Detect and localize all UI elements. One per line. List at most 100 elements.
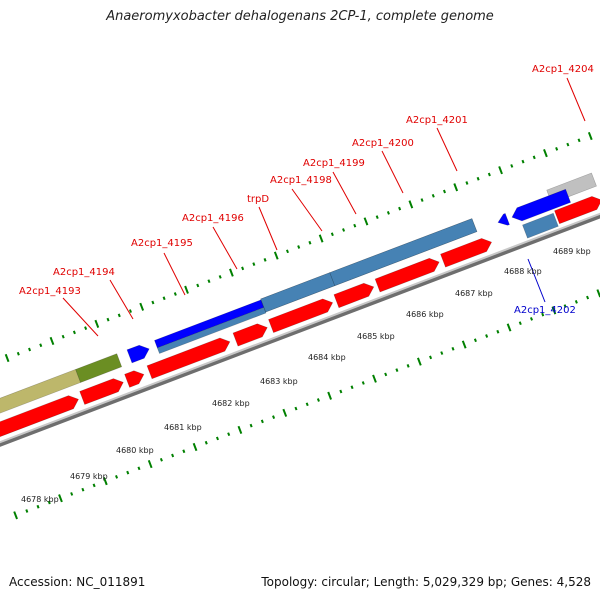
upper-guide-dot bbox=[18, 352, 19, 355]
lower-guide-dot bbox=[363, 381, 364, 384]
gene-label-trpD[interactable]: trpD bbox=[247, 194, 269, 205]
lower-guide-dot bbox=[418, 358, 421, 365]
upper-guide-dot bbox=[589, 132, 592, 139]
upper-guide-dot bbox=[119, 314, 120, 317]
lower-guide-dot bbox=[251, 424, 252, 427]
lower-guide-dot bbox=[183, 450, 184, 453]
upper-guide-dot bbox=[534, 156, 535, 159]
upper-guide-dot bbox=[287, 250, 288, 253]
leader-line-0 bbox=[63, 298, 98, 336]
upper-guide-dot bbox=[511, 164, 512, 167]
gene-label-A2cp1_4194[interactable]: A2cp1_4194 bbox=[53, 267, 115, 278]
upper-guide-dot bbox=[556, 147, 557, 150]
upper-guide-dot bbox=[29, 348, 30, 351]
lower-guide-dot bbox=[283, 409, 286, 416]
lower-guide-dot bbox=[340, 390, 341, 393]
upper-guide-dot bbox=[220, 275, 221, 278]
lower-guide-dot bbox=[307, 403, 308, 406]
lower-guide-dot bbox=[452, 347, 453, 350]
upper-guide-dot bbox=[152, 301, 153, 304]
upper-guide-dot bbox=[332, 233, 333, 236]
upper-guide-dot bbox=[522, 160, 523, 163]
lower-guide-dot bbox=[217, 437, 218, 440]
lower-guide-dot bbox=[351, 386, 352, 389]
label-leaders bbox=[63, 78, 585, 336]
lower-guide-dot bbox=[59, 494, 62, 501]
gene-label-A2cp1_4204[interactable]: A2cp1_4204 bbox=[532, 64, 594, 75]
lower-guide-dot bbox=[172, 454, 173, 457]
upper-guide-dot bbox=[309, 241, 310, 244]
gene-label-A2cp1_4200[interactable]: A2cp1_4200 bbox=[352, 138, 414, 149]
leader-line-5 bbox=[292, 189, 322, 231]
tick-label-4686: 4686 kbp bbox=[406, 310, 444, 319]
gene-label-A2cp1_4193[interactable]: A2cp1_4193 bbox=[19, 286, 81, 297]
lower-guide-dot bbox=[475, 339, 476, 342]
lower-guide-dot bbox=[587, 296, 588, 299]
upper-guide-dot bbox=[409, 201, 412, 208]
lower-guide-dot bbox=[228, 433, 229, 436]
upper-guide-dot bbox=[444, 190, 445, 193]
upper-guide-dot bbox=[51, 337, 54, 344]
leader-line-2 bbox=[164, 253, 185, 295]
tick-label-4688: 4688 kbp bbox=[504, 267, 542, 276]
lower-guide-dot bbox=[318, 399, 319, 402]
tick-label-4681: 4681 kbp bbox=[164, 423, 202, 432]
lower-guide-dot bbox=[26, 510, 27, 513]
lower-guide-dot bbox=[14, 512, 17, 519]
upper-guide-dot bbox=[253, 263, 254, 266]
upper-guide-dot bbox=[208, 280, 209, 283]
lower-guide-dot bbox=[71, 492, 72, 495]
upper-guide-dot bbox=[140, 303, 143, 310]
genome-summary-text: Topology: circular; Length: 5,029,329 bp… bbox=[261, 575, 591, 589]
upper-guide-dot bbox=[95, 320, 98, 327]
lower-guide-dot bbox=[531, 317, 532, 320]
lower-guide-dot bbox=[328, 392, 331, 399]
leader-line-1 bbox=[110, 280, 133, 319]
upper-guide-dot bbox=[579, 139, 580, 142]
gene-label-A2cp1_4196[interactable]: A2cp1_4196 bbox=[182, 213, 244, 224]
lower-guide-dot bbox=[508, 324, 511, 331]
upper-guide-dot bbox=[433, 194, 434, 197]
upper-guide-dot bbox=[130, 310, 131, 313]
leader-line-10 bbox=[567, 78, 585, 121]
upper-guide-dot bbox=[230, 269, 233, 276]
tick-label-4689: 4689 kbp bbox=[553, 247, 591, 256]
tick-label-4685: 4685 kbp bbox=[357, 332, 395, 341]
leader-line-4 bbox=[259, 207, 277, 250]
upper-guide-dot bbox=[365, 218, 368, 225]
lower-guide-dot bbox=[396, 369, 397, 372]
gene-label-A2cp1_4201[interactable]: A2cp1_4201 bbox=[406, 115, 468, 126]
gene-label-A2cp1_4202[interactable]: A2cp1_4202 bbox=[514, 305, 576, 316]
lower-guide-dot bbox=[497, 330, 498, 333]
upper-guide-dot bbox=[489, 173, 490, 176]
upper-guide-dot bbox=[478, 177, 479, 180]
map-title: Anaeromyxobacter dehalogenans 2CP-1, com… bbox=[0, 9, 600, 24]
lower-guide-dot bbox=[238, 426, 241, 433]
tick-label-4679: 4679 kbp bbox=[70, 472, 108, 481]
lower-guide-dot bbox=[373, 375, 376, 382]
upper-guide-dot bbox=[85, 327, 86, 330]
upper-guide-dot bbox=[421, 199, 422, 202]
gene-label-A2cp1_4199[interactable]: A2cp1_4199 bbox=[303, 158, 365, 169]
lower-guide-dot bbox=[161, 458, 162, 461]
upper-guide-dot bbox=[499, 166, 502, 173]
gene-label-A2cp1_4195[interactable]: A2cp1_4195 bbox=[131, 238, 193, 249]
tick-label-4684: 4684 kbp bbox=[308, 353, 346, 362]
lower-guide-dot bbox=[295, 407, 296, 410]
lower-guide-dot bbox=[127, 471, 128, 474]
upper-guide-dot bbox=[544, 149, 547, 156]
upper-guide-dot bbox=[399, 207, 400, 210]
upper-guide-dot bbox=[377, 216, 378, 219]
tick-label-4683: 4683 kbp bbox=[260, 377, 298, 386]
gene-label-A2cp1_4198[interactable]: A2cp1_4198 bbox=[270, 175, 332, 186]
lower-guide-dot bbox=[408, 364, 409, 367]
lower-guide-dot bbox=[149, 460, 152, 467]
upper-guide-dot bbox=[567, 143, 568, 146]
lower-guide-dot bbox=[116, 475, 117, 478]
upper-guide-dot bbox=[175, 292, 176, 295]
upper-guide-dot bbox=[320, 235, 323, 242]
lower-guide-dot bbox=[576, 300, 577, 303]
upper-guide-dot bbox=[275, 252, 278, 259]
cds-small bbox=[125, 371, 144, 388]
